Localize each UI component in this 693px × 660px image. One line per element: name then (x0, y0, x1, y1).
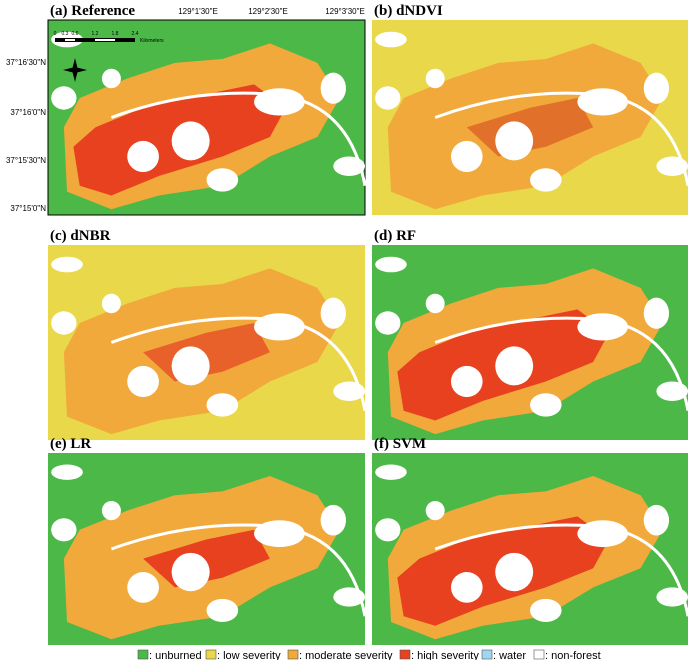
non-forest-patch (530, 393, 562, 417)
panel-label: (e) LR (50, 436, 91, 452)
non-forest-patch (51, 86, 77, 110)
legend-swatch (481, 649, 493, 660)
non-forest-patch (643, 72, 670, 104)
non-forest-patch (171, 346, 210, 386)
non-forest-patch (171, 552, 210, 592)
non-forest-patch (425, 501, 445, 521)
map-panel (48, 453, 367, 645)
scale-bar-segment (65, 39, 75, 41)
non-forest-patch (101, 293, 121, 314)
non-forest-patch (530, 598, 562, 622)
scale-tick-label: 0 (54, 31, 57, 37)
non-forest-patch (51, 256, 83, 273)
non-forest-patch (51, 464, 83, 480)
latitude-label: 37°16'0"N (10, 108, 46, 117)
legend-swatch (533, 649, 545, 660)
non-forest-patch (643, 297, 670, 329)
non-forest-patch (101, 501, 121, 521)
legend-swatch (399, 649, 411, 660)
river (110, 91, 367, 187)
non-forest-patch (206, 393, 239, 417)
latitude-label: 37°15'0"N (10, 204, 46, 213)
non-forest-patch (495, 552, 534, 592)
non-forest-patch (127, 365, 159, 398)
non-forest-patch (425, 68, 445, 89)
non-forest-patch (495, 121, 534, 161)
non-forest-patch (206, 168, 239, 192)
map-panel (372, 20, 690, 215)
non-forest-patch (495, 346, 534, 386)
longitude-label: 129°3'30"E (325, 7, 365, 16)
legend-label: : non-forest (545, 650, 601, 660)
non-forest-patch (451, 572, 483, 603)
map-panel (372, 453, 690, 645)
non-forest-patch (320, 72, 346, 104)
non-forest-patch (51, 518, 77, 542)
non-forest-patch (375, 464, 407, 480)
non-forest-patch (101, 68, 121, 89)
non-forest-patch (643, 504, 670, 536)
legend-label: : unburned (149, 650, 202, 660)
scale-tick-label: 1.8 (112, 31, 119, 37)
river (434, 316, 690, 412)
non-forest-patch (127, 572, 159, 603)
panel-label: (f) SVM (374, 436, 426, 452)
panel-label: (d) RF (374, 228, 416, 244)
legend-label: : high severity (411, 650, 479, 660)
scale-tick-label: 1.2 (92, 31, 99, 37)
non-forest-patch (375, 31, 407, 48)
scale-tick-label: 2.4 (132, 31, 139, 37)
non-forest-patch (320, 297, 346, 329)
map-panel (47, 19, 367, 216)
latitude-label: 37°15'30"N (6, 156, 46, 165)
panel-label: (a) Reference (50, 3, 135, 19)
panel-label: (b) dNDVI (374, 3, 443, 19)
non-forest-patch (375, 86, 401, 110)
scale-tick-label: 0.6 (72, 31, 79, 37)
legend-label: : water (493, 650, 526, 660)
map-panel (372, 245, 690, 440)
latitude-label: 37°16'30"N (6, 58, 46, 67)
non-forest-patch (451, 365, 483, 398)
non-forest-patch (375, 518, 401, 542)
legend-label: : low severity (217, 650, 281, 660)
legend-swatch (137, 649, 149, 660)
river (434, 523, 690, 617)
scale-bar-segment (95, 39, 115, 41)
map-panel (48, 245, 367, 440)
non-forest-patch (171, 121, 210, 161)
non-forest-patch (51, 311, 77, 335)
legend-swatch (287, 649, 299, 660)
non-forest-patch (206, 598, 239, 622)
non-forest-patch (127, 140, 159, 173)
scale-unit: Kilometers (140, 38, 164, 44)
river (434, 91, 690, 187)
non-forest-patch (530, 168, 562, 192)
north-arrow (63, 67, 87, 73)
non-forest-patch (451, 140, 483, 173)
non-forest-patch (425, 293, 445, 314)
legend-label: : moderate severity (299, 650, 393, 660)
river (110, 523, 367, 617)
scale-tick-label: 0.3 (62, 31, 69, 37)
non-forest-patch (320, 504, 346, 536)
river (110, 316, 367, 412)
non-forest-patch (375, 256, 407, 273)
legend-swatch (205, 649, 217, 660)
non-forest-patch (375, 311, 401, 335)
longitude-label: 129°2'30"E (248, 7, 288, 16)
panel-label: (c) dNBR (50, 228, 111, 244)
longitude-label: 129°1'30"E (178, 7, 218, 16)
